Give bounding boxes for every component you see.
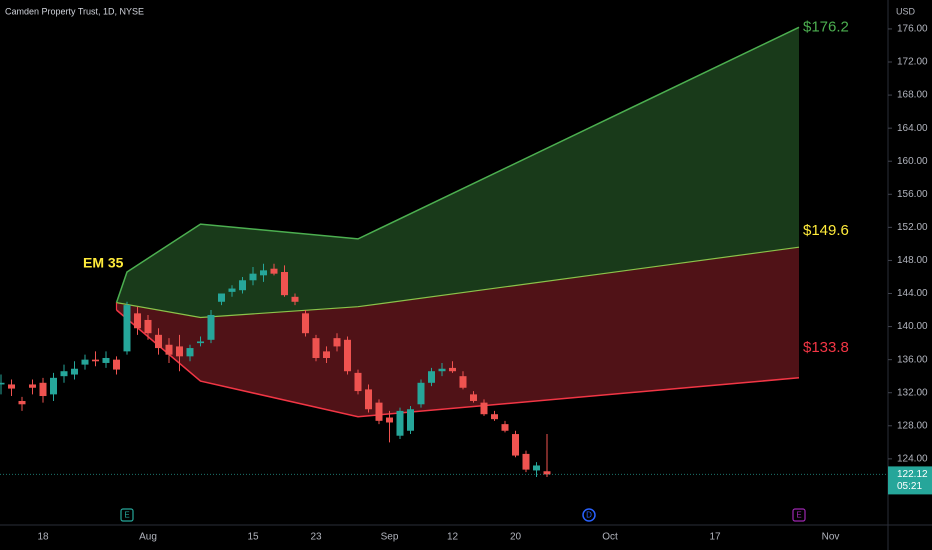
candle-body xyxy=(323,351,330,358)
candle-body xyxy=(396,410,404,436)
y-tick-label: 140.00 xyxy=(897,321,928,332)
candle-body xyxy=(543,471,551,475)
current-price-box xyxy=(888,466,932,495)
y-tick-label: 132.00 xyxy=(897,387,928,398)
candle-body xyxy=(249,273,257,281)
candle-body xyxy=(81,359,89,365)
candle-body xyxy=(260,270,267,276)
y-tick-label: 152.00 xyxy=(897,222,928,233)
candle-body xyxy=(0,382,5,385)
current-price-label: 122.12 xyxy=(897,469,928,480)
candle-body xyxy=(102,357,110,363)
candle-body xyxy=(50,377,57,395)
upper-band-line xyxy=(115,26,800,303)
candle-body xyxy=(8,384,15,389)
candle-body xyxy=(522,453,530,470)
x-tick-label: 18 xyxy=(37,532,49,543)
candle-body xyxy=(459,376,467,388)
event-icon xyxy=(120,508,134,522)
candle-body xyxy=(165,344,173,355)
candle-body xyxy=(512,434,519,456)
y-tick-label: 156.00 xyxy=(897,189,928,200)
x-tick-label: 17 xyxy=(709,532,721,543)
candle-body xyxy=(113,359,120,370)
candle-body xyxy=(144,319,152,334)
candle-body xyxy=(386,417,393,423)
candle-body xyxy=(29,384,36,388)
candle-body xyxy=(480,402,488,415)
event-icon xyxy=(582,508,596,522)
candle-body xyxy=(92,359,99,362)
candle-body xyxy=(302,313,309,334)
x-tick-label: Aug xyxy=(139,532,157,543)
annotation: EM 35 xyxy=(83,255,124,271)
candle-body xyxy=(428,371,435,383)
event-label: E xyxy=(796,511,801,520)
candle-body xyxy=(239,280,246,291)
candle-body xyxy=(333,338,341,347)
y-tick-label: 144.00 xyxy=(897,288,928,299)
x-tick-label: Sep xyxy=(381,532,399,543)
y-tick-label: 124.00 xyxy=(897,453,928,464)
candle-body xyxy=(291,296,299,302)
candle-body xyxy=(228,288,236,292)
middle-band-line xyxy=(116,246,800,319)
y-tick-label: 168.00 xyxy=(897,90,928,101)
level-label: $133.8 xyxy=(803,339,849,356)
event-icon xyxy=(792,508,806,522)
candle-body xyxy=(407,409,414,431)
candle-body xyxy=(449,367,456,372)
candle-body xyxy=(281,272,288,296)
candle-body xyxy=(501,424,509,431)
candle-body xyxy=(60,371,68,377)
event-label: E xyxy=(124,511,129,520)
x-tick-label: 20 xyxy=(510,532,522,543)
candle-body xyxy=(18,400,26,405)
candle-body xyxy=(365,389,372,410)
y-tick-label: 148.00 xyxy=(897,255,928,266)
candle-body xyxy=(417,382,425,405)
candle-body xyxy=(491,414,498,420)
candle-body xyxy=(470,394,477,401)
x-tick-label: Oct xyxy=(602,532,618,543)
x-tick-label: 12 xyxy=(447,532,459,543)
candle-body xyxy=(270,268,278,274)
candle-body xyxy=(375,402,383,421)
candle-body xyxy=(533,465,540,471)
candle-body xyxy=(123,305,131,352)
x-tick-label: 23 xyxy=(310,532,322,543)
x-tick-label: 15 xyxy=(247,532,259,543)
lower-band-fill xyxy=(116,247,799,417)
chart-title: Camden Property Trust, 1D, NYSE xyxy=(5,6,144,16)
candle-body xyxy=(344,339,351,372)
candle-body xyxy=(354,372,362,392)
candle-body xyxy=(438,368,446,372)
candle-body xyxy=(207,315,215,340)
y-tick-label: 172.00 xyxy=(897,57,928,68)
candle-body xyxy=(312,338,320,358)
level-label: $176.2 xyxy=(803,18,849,35)
candle-body xyxy=(197,341,204,344)
candle-body xyxy=(155,334,162,349)
y-tick-label: 176.00 xyxy=(897,24,928,35)
y-tick-label: 136.00 xyxy=(897,354,928,365)
candle-body xyxy=(176,346,183,357)
currency-label: USD xyxy=(896,6,916,16)
y-tick-label: 160.00 xyxy=(897,156,928,167)
event-label: D xyxy=(586,511,592,520)
level-label: $149.6 xyxy=(803,222,849,239)
upper-band-fill xyxy=(116,27,799,318)
countdown-label: 05:21 xyxy=(897,481,922,492)
y-tick-label: 128.00 xyxy=(897,420,928,431)
candle-body xyxy=(134,313,141,329)
candle-body xyxy=(39,382,47,397)
candle-body xyxy=(71,368,78,375)
y-tick-label: 164.00 xyxy=(897,123,928,134)
candle-body xyxy=(186,348,194,357)
x-tick-label: Nov xyxy=(822,532,840,543)
candle-body xyxy=(218,293,225,302)
